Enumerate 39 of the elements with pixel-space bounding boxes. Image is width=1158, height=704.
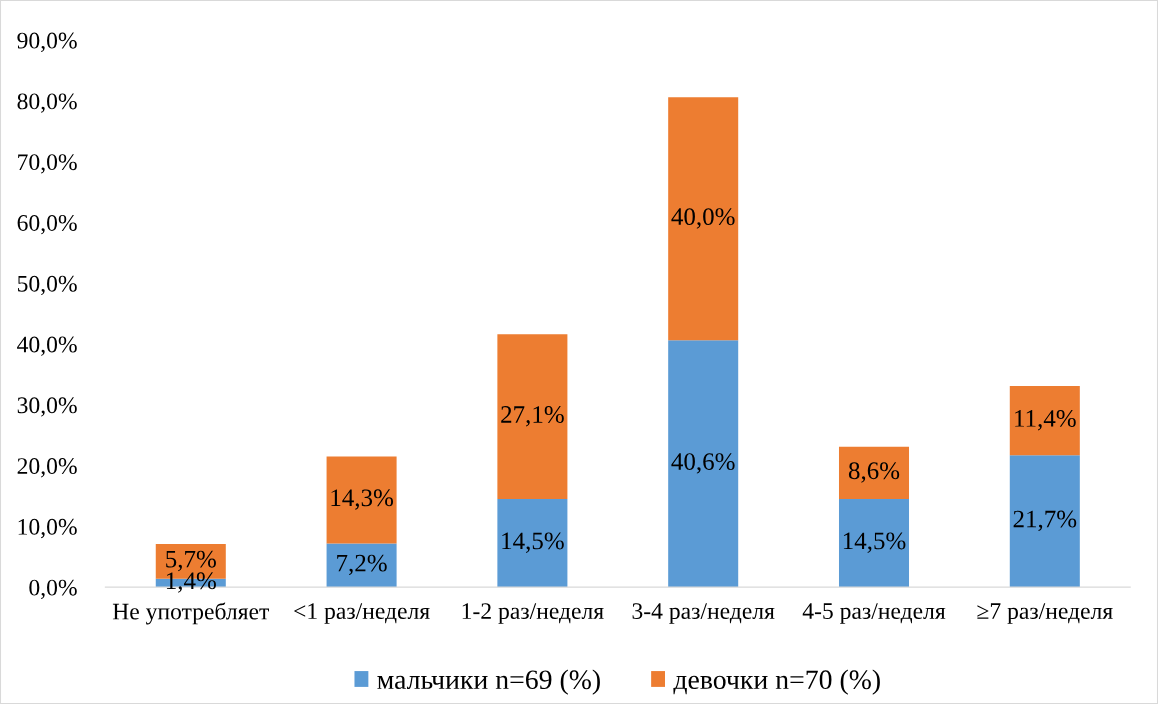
- data-label: 8,6%: [848, 462, 900, 483]
- y-tick-label: 20,0%: [17, 458, 77, 478]
- bar: [1009, 455, 1080, 588]
- bar: [326, 543, 397, 588]
- y-tick-label: 90,0%: [17, 32, 77, 52]
- data-label: 40,0%: [671, 208, 735, 229]
- bar: [1009, 385, 1080, 456]
- bar: [326, 456, 397, 544]
- data-label: 27,1%: [501, 406, 564, 427]
- data-label: 14,3%: [331, 489, 394, 510]
- data-label: 14,5%: [843, 532, 906, 553]
- y-tick-label: 80,0%: [17, 93, 77, 113]
- bar: [497, 499, 568, 588]
- y-tick-label: 70,0%: [18, 154, 77, 174]
- y-tick-label: 30,0%: [17, 397, 77, 417]
- x-tick-label: <1 раз/неделя: [294, 603, 430, 624]
- x-tick-label: 3-4 раз/неделя: [632, 603, 775, 624]
- bar: [668, 340, 739, 588]
- y-tick-label: 40,0%: [17, 336, 77, 356]
- bar: [668, 97, 739, 341]
- legend-label: девочки n=70 (%): [673, 669, 880, 695]
- data-label: 14,5%: [502, 532, 564, 553]
- data-label: 40,6%: [671, 453, 735, 474]
- x-tick-label: 1-2 раз/неделя: [462, 603, 604, 624]
- x-tick-label: Не употребляет: [112, 602, 269, 625]
- data-label: 5,7%: [166, 550, 216, 572]
- bar: [838, 499, 910, 588]
- bar: [838, 446, 910, 500]
- data-label: 21,7%: [1013, 510, 1077, 532]
- y-tick-label: 10,0%: [18, 518, 77, 539]
- y-tick-label: 0,0%: [29, 579, 77, 599]
- data-label: 11,4%: [1015, 409, 1076, 431]
- y-tick-label: 60,0%: [17, 214, 77, 235]
- bar: [497, 334, 568, 500]
- x-tick-label: 4-5 раз/неделя: [802, 603, 946, 624]
- x-tick-label: ≥7 раз/неделя: [977, 603, 1113, 624]
- legend-label: мальчики n=69 (%): [377, 669, 600, 695]
- y-tick-label: 50,0%: [17, 275, 77, 296]
- data-label: 7,2%: [337, 554, 387, 576]
